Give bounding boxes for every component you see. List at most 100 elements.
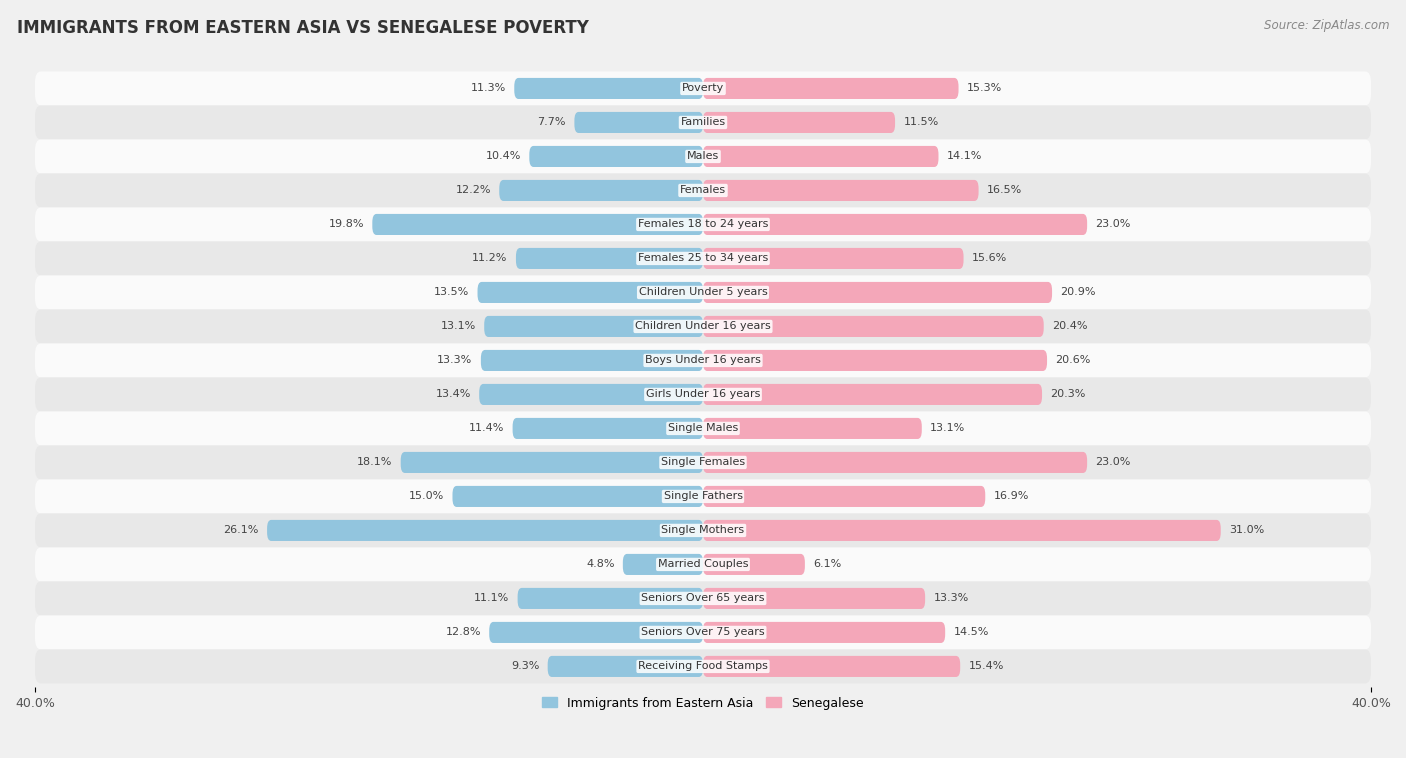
Text: 23.0%: 23.0%	[1095, 457, 1130, 468]
Text: Poverty: Poverty	[682, 83, 724, 93]
Text: 13.3%: 13.3%	[437, 356, 472, 365]
Text: 13.5%: 13.5%	[434, 287, 470, 297]
FancyBboxPatch shape	[35, 513, 1371, 547]
FancyBboxPatch shape	[35, 650, 1371, 684]
FancyBboxPatch shape	[517, 588, 703, 609]
Text: 20.6%: 20.6%	[1056, 356, 1091, 365]
Text: 11.2%: 11.2%	[472, 253, 508, 264]
Text: Females 25 to 34 years: Females 25 to 34 years	[638, 253, 768, 264]
Text: 31.0%: 31.0%	[1229, 525, 1264, 535]
Text: Children Under 16 years: Children Under 16 years	[636, 321, 770, 331]
Text: Boys Under 16 years: Boys Under 16 years	[645, 356, 761, 365]
FancyBboxPatch shape	[35, 412, 1371, 446]
FancyBboxPatch shape	[481, 350, 703, 371]
Text: 12.2%: 12.2%	[456, 186, 491, 196]
FancyBboxPatch shape	[484, 316, 703, 337]
FancyBboxPatch shape	[703, 180, 979, 201]
FancyBboxPatch shape	[516, 248, 703, 269]
Text: Source: ZipAtlas.com: Source: ZipAtlas.com	[1264, 19, 1389, 32]
Text: Married Couples: Married Couples	[658, 559, 748, 569]
Text: Single Fathers: Single Fathers	[664, 491, 742, 502]
FancyBboxPatch shape	[703, 486, 986, 507]
FancyBboxPatch shape	[489, 622, 703, 643]
Text: 11.1%: 11.1%	[474, 594, 509, 603]
FancyBboxPatch shape	[35, 174, 1371, 208]
Text: 10.4%: 10.4%	[485, 152, 522, 161]
FancyBboxPatch shape	[575, 112, 703, 133]
FancyBboxPatch shape	[478, 282, 703, 303]
Text: 9.3%: 9.3%	[510, 662, 540, 672]
Text: 23.0%: 23.0%	[1095, 220, 1130, 230]
FancyBboxPatch shape	[35, 480, 1371, 513]
Text: 20.9%: 20.9%	[1060, 287, 1095, 297]
FancyBboxPatch shape	[35, 309, 1371, 343]
FancyBboxPatch shape	[35, 242, 1371, 275]
Text: Girls Under 16 years: Girls Under 16 years	[645, 390, 761, 399]
FancyBboxPatch shape	[623, 554, 703, 575]
FancyBboxPatch shape	[267, 520, 703, 541]
FancyBboxPatch shape	[35, 615, 1371, 650]
Text: 14.5%: 14.5%	[953, 628, 988, 637]
Text: 13.1%: 13.1%	[931, 424, 966, 434]
FancyBboxPatch shape	[35, 343, 1371, 377]
FancyBboxPatch shape	[35, 275, 1371, 309]
Text: 12.8%: 12.8%	[446, 628, 481, 637]
FancyBboxPatch shape	[703, 588, 925, 609]
FancyBboxPatch shape	[513, 418, 703, 439]
Text: Seniors Over 75 years: Seniors Over 75 years	[641, 628, 765, 637]
Text: 20.4%: 20.4%	[1052, 321, 1088, 331]
Text: 11.4%: 11.4%	[468, 424, 505, 434]
FancyBboxPatch shape	[703, 656, 960, 677]
FancyBboxPatch shape	[35, 446, 1371, 480]
FancyBboxPatch shape	[35, 547, 1371, 581]
FancyBboxPatch shape	[703, 554, 804, 575]
FancyBboxPatch shape	[35, 105, 1371, 139]
FancyBboxPatch shape	[548, 656, 703, 677]
FancyBboxPatch shape	[529, 146, 703, 167]
FancyBboxPatch shape	[453, 486, 703, 507]
FancyBboxPatch shape	[35, 208, 1371, 242]
Text: Families: Families	[681, 117, 725, 127]
FancyBboxPatch shape	[703, 418, 922, 439]
Text: Receiving Food Stamps: Receiving Food Stamps	[638, 662, 768, 672]
Text: 15.6%: 15.6%	[972, 253, 1007, 264]
Text: 18.1%: 18.1%	[357, 457, 392, 468]
FancyBboxPatch shape	[373, 214, 703, 235]
Text: 13.3%: 13.3%	[934, 594, 969, 603]
Text: Single Males: Single Males	[668, 424, 738, 434]
FancyBboxPatch shape	[35, 71, 1371, 105]
FancyBboxPatch shape	[703, 146, 938, 167]
FancyBboxPatch shape	[499, 180, 703, 201]
Text: 20.3%: 20.3%	[1050, 390, 1085, 399]
Text: 11.3%: 11.3%	[471, 83, 506, 93]
FancyBboxPatch shape	[401, 452, 703, 473]
FancyBboxPatch shape	[35, 377, 1371, 412]
Text: 15.3%: 15.3%	[967, 83, 1002, 93]
Text: IMMIGRANTS FROM EASTERN ASIA VS SENEGALESE POVERTY: IMMIGRANTS FROM EASTERN ASIA VS SENEGALE…	[17, 19, 589, 37]
Text: 15.4%: 15.4%	[969, 662, 1004, 672]
Text: Single Mothers: Single Mothers	[661, 525, 745, 535]
FancyBboxPatch shape	[703, 350, 1047, 371]
FancyBboxPatch shape	[703, 520, 1220, 541]
FancyBboxPatch shape	[703, 452, 1087, 473]
Text: 6.1%: 6.1%	[813, 559, 841, 569]
Text: 26.1%: 26.1%	[224, 525, 259, 535]
Text: Single Females: Single Females	[661, 457, 745, 468]
FancyBboxPatch shape	[35, 139, 1371, 174]
Text: 15.0%: 15.0%	[409, 491, 444, 502]
Text: 16.5%: 16.5%	[987, 186, 1022, 196]
FancyBboxPatch shape	[703, 622, 945, 643]
Text: 13.1%: 13.1%	[440, 321, 475, 331]
FancyBboxPatch shape	[515, 78, 703, 99]
Text: 14.1%: 14.1%	[946, 152, 983, 161]
FancyBboxPatch shape	[703, 214, 1087, 235]
Text: Seniors Over 65 years: Seniors Over 65 years	[641, 594, 765, 603]
Text: 4.8%: 4.8%	[586, 559, 614, 569]
Text: 16.9%: 16.9%	[994, 491, 1029, 502]
FancyBboxPatch shape	[703, 316, 1043, 337]
Text: Males: Males	[688, 152, 718, 161]
Text: 7.7%: 7.7%	[537, 117, 567, 127]
FancyBboxPatch shape	[703, 282, 1052, 303]
FancyBboxPatch shape	[703, 384, 1042, 405]
Text: Females 18 to 24 years: Females 18 to 24 years	[638, 220, 768, 230]
